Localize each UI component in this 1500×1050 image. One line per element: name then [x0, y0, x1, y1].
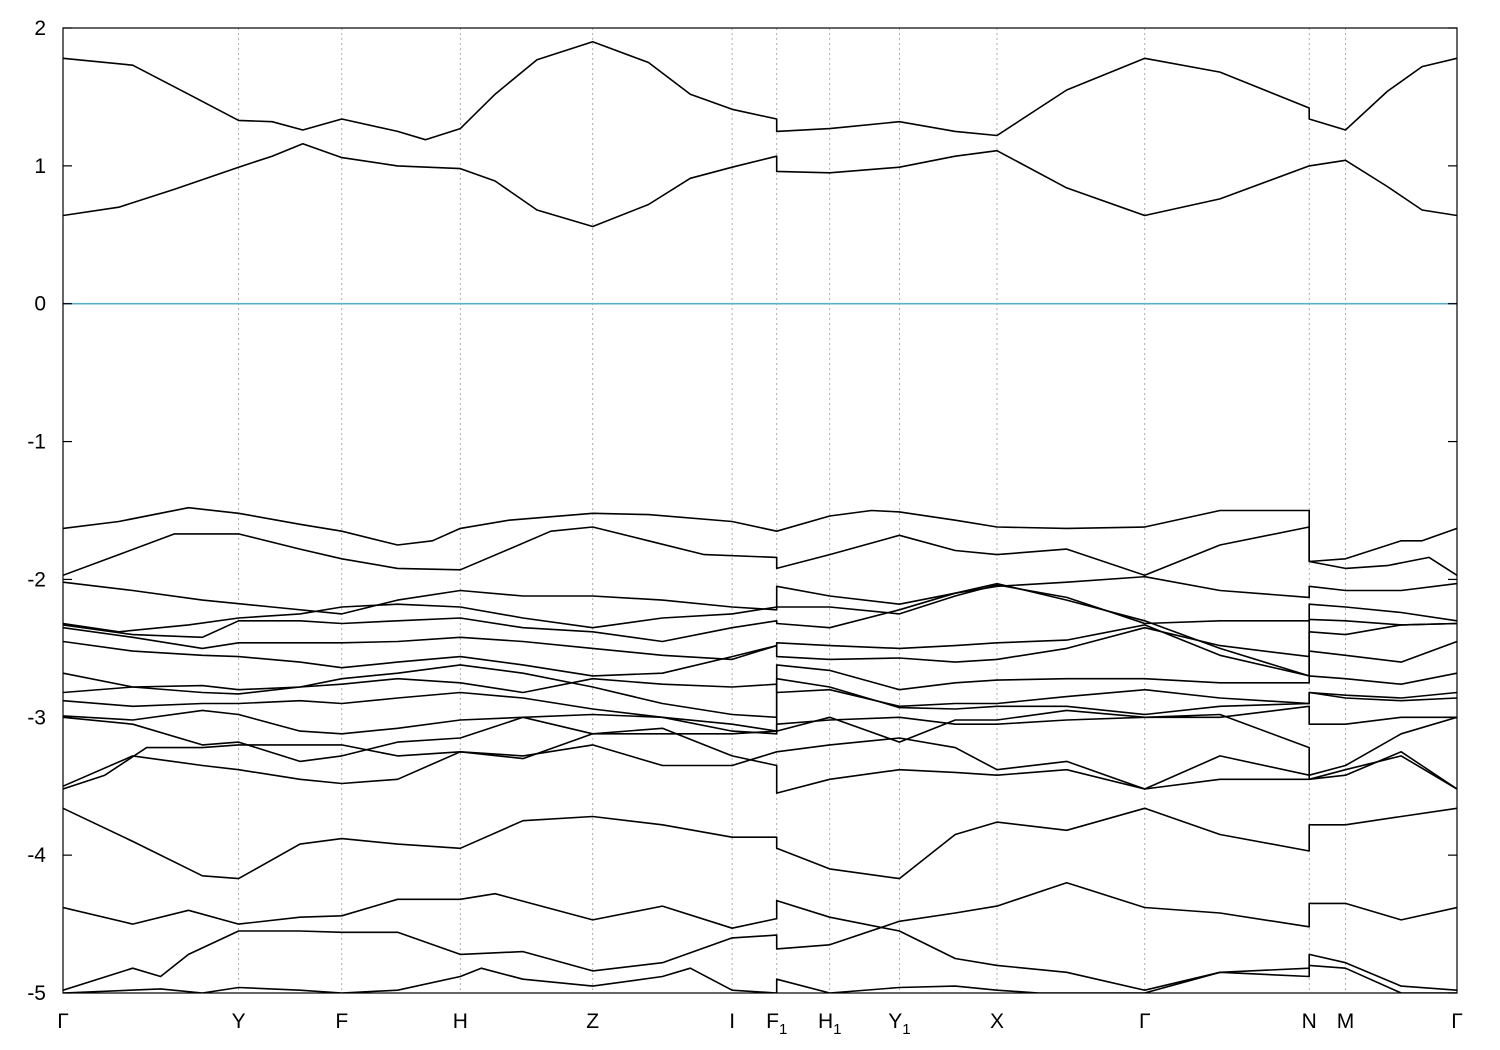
x-tick-symbol: N — [1302, 1010, 1317, 1033]
x-tick-label: N — [1302, 1010, 1317, 1033]
x-tick-label: H1 — [818, 1010, 842, 1038]
x-tick-label: F — [335, 1010, 348, 1033]
y-tick-label: -5 — [27, 982, 46, 1005]
x-tick-symbol: Y — [888, 1010, 902, 1033]
band-line — [63, 705, 1457, 735]
x-tick-symbol: M — [1337, 1010, 1355, 1033]
band-line — [63, 506, 1457, 563]
x-tick-label: I — [729, 1010, 735, 1033]
band-line — [63, 622, 1457, 677]
x-tick-label: Y — [232, 1010, 246, 1033]
x-tick-label: Z — [586, 1010, 599, 1033]
x-tick-symbol: Γ — [1139, 1010, 1151, 1033]
x-tick-symbol: F — [766, 1010, 779, 1033]
y-axis-ticks: -5 -4 -3 -2 -1 0 1 2 — [27, 17, 1457, 1005]
x-tick-symbol: X — [990, 1010, 1004, 1033]
x-tick-symbol: Y — [232, 1010, 246, 1033]
y-tick-label: 0 — [34, 293, 46, 316]
band-line — [63, 526, 1457, 577]
x-tick-label: X — [990, 1010, 1004, 1033]
x-tick-subscript: 1 — [779, 1021, 787, 1038]
y-tick-label: -1 — [27, 431, 46, 454]
band-lines — [63, 41, 1457, 993]
band-line — [63, 709, 1457, 776]
x-tick-symbol: H — [453, 1010, 468, 1033]
band-line — [63, 727, 1457, 794]
vertical-grid-lines — [238, 28, 1346, 993]
x-tick-symbol: F — [335, 1010, 348, 1033]
band-line — [63, 582, 1457, 677]
band-line — [63, 664, 1457, 719]
x-tick-symbol: Γ — [1451, 1010, 1463, 1033]
x-tick-label: Y1 — [888, 1010, 910, 1038]
x-tick-label: Γ — [1139, 1010, 1151, 1033]
x-tick-label: M — [1337, 1010, 1355, 1033]
x-axis-ticks: Γ Y F H Z I F1 H1 Y1 X Γ N M Γ — [57, 1010, 1463, 1038]
band-line — [63, 677, 1457, 735]
x-tick-symbol: I — [729, 1010, 735, 1033]
band-line — [63, 737, 1457, 790]
x-tick-symbol: Γ — [57, 1010, 69, 1033]
band-line — [63, 626, 1457, 677]
y-tick-label: -2 — [27, 568, 46, 591]
x-tick-label: F1 — [766, 1010, 787, 1038]
y-tick-label: 1 — [34, 155, 46, 178]
x-tick-label: H — [453, 1010, 468, 1033]
band-line — [63, 964, 1457, 993]
y-tick-label: -3 — [27, 706, 46, 729]
x-tick-subscript: 1 — [902, 1021, 910, 1038]
x-tick-label: Γ — [1451, 1010, 1463, 1033]
plot-frame — [62, 27, 1458, 994]
band-line — [63, 41, 1457, 141]
y-tick-label: 2 — [34, 17, 46, 40]
x-tick-label: Γ — [57, 1010, 69, 1033]
band-line — [63, 892, 1457, 991]
x-tick-subscript: 1 — [833, 1021, 841, 1038]
band-line — [63, 575, 1457, 615]
y-tick-label: -4 — [27, 844, 46, 867]
x-tick-symbol: H — [818, 1010, 833, 1033]
band-line — [63, 143, 1457, 228]
band-line — [63, 807, 1457, 880]
x-tick-symbol: Z — [586, 1010, 599, 1033]
band-line — [63, 881, 1457, 991]
